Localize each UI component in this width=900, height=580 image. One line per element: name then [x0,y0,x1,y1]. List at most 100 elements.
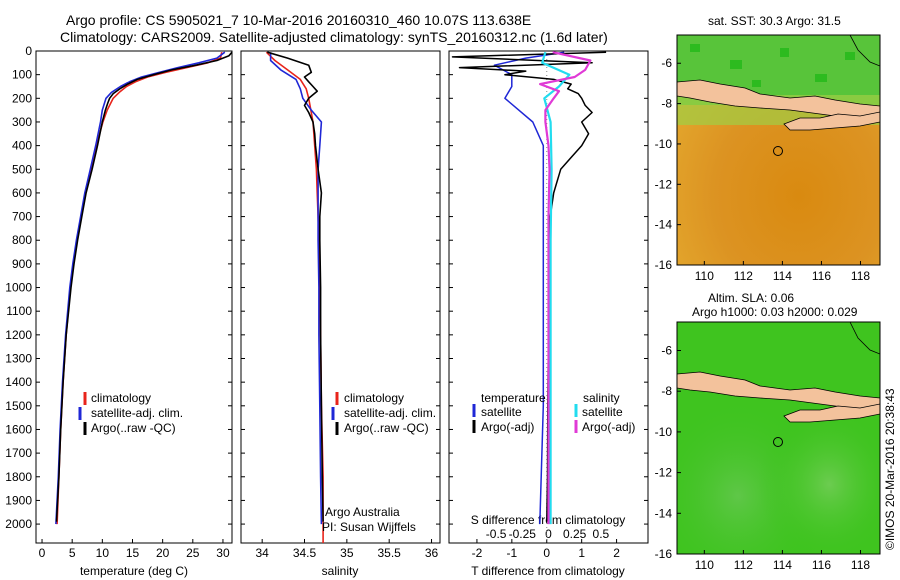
map-lat-label: -16 [655,547,673,561]
depth-tick-label: 200 [12,91,32,105]
x-tick-label: 0 [543,546,550,560]
series-salinity-argo-adj--line [538,51,592,525]
legend-satellite: satellite-adj. clim. [344,406,436,420]
difference-series [451,51,607,525]
x-tick-label: 0 [39,546,46,560]
legend-temp-argo: Argo(-adj) [481,420,534,434]
x-tick-label: 5 [69,546,76,560]
depth-tick-label: 0 [25,44,32,58]
salinity-legend: climatology satellite-adj. clim. Argo(..… [322,391,436,534]
x-tick-label: 10 [96,546,110,560]
difference-x-label: T difference from climatology [471,564,625,578]
depth-tick-label: 900 [12,257,32,271]
depth-tick-label: 1100 [6,304,32,318]
map-lon-label: 118 [851,269,870,283]
salinity-x-label: salinity [322,564,359,578]
legend-argo: Argo(..raw -QC) [91,421,176,435]
temperature-panel-frame [35,50,233,544]
s-tick-label: -0.25 [509,527,537,541]
depth-tick-label: 1300 [5,352,32,366]
map-lat-label: -6 [661,56,672,70]
legend-satellite: satellite-adj. clim. [91,406,183,420]
sla-map [677,322,880,554]
x-tick-label: 34.5 [293,546,317,560]
x-tick-label: 36 [425,546,439,560]
title-line-2: Climatology: CARS2009. Satellite-adjuste… [60,29,608,45]
temperature-legend: climatology satellite-adj. clim. Argo(..… [78,391,183,435]
map-lon-label: 118 [851,558,870,572]
x-tick-label: -1 [507,546,518,560]
map-lon-label: 110 [695,558,714,572]
map-lon-label: 112 [734,269,753,283]
depth-tick-label: 1800 [5,470,32,484]
legend-temperature-title: temperature [481,391,546,405]
series-temperature-satellite-line [493,51,565,525]
x-tick-label: 34 [255,546,269,560]
map-lat-label: -16 [655,258,673,272]
map-lat-label: -6 [661,343,672,357]
map-lat-label: -14 [655,506,673,520]
map-lon-label: 112 [734,558,753,572]
depth-tick-label: 300 [12,115,32,129]
temperature-x-axis: 0 5 10 15 20 25 30 [39,539,230,560]
islands-land-sla [783,403,880,423]
java-land-sst [677,79,880,121]
salinity-series [265,51,324,543]
map-lon-label: 116 [812,558,831,572]
series-satellite-adj-clim--line [269,52,323,525]
map-lat-label: -14 [655,218,673,232]
x-tick-label: -2 [472,546,483,560]
difference-x-axis: -2 -1 0 1 2 [472,539,620,560]
legend-climatology: climatology [91,391,151,405]
s-tick-label: -0.5 [486,527,507,541]
depth-tick-label: 1500 [5,399,32,413]
islands-land-sst [783,111,880,131]
sla-map-axes: 110 112 114 116 118 -6 -8 -10 -12 -14 -16 [655,343,871,572]
map-lon-label: 114 [773,269,792,283]
map-lat-label: -12 [655,466,673,480]
x-tick-label: 30 [216,546,230,560]
salinity-x-axis: 34 34.5 35 35.5 36 [255,539,439,560]
legend-temp-satellite: satellite [481,405,522,419]
s-tick-label: 0 [545,527,552,541]
x-tick-label: 2 [613,546,620,560]
sla-map-title-2: Argo h1000: 0.03 h2000: 0.029 [692,305,858,319]
salinity-panel-frame [240,50,441,544]
legend-argo: Argo(..raw -QC) [344,421,429,435]
pi-label: PI: Susan Wijffels [322,520,416,534]
difference-panel-frame [448,50,649,544]
map-lon-label: 110 [695,269,714,283]
s-tick-label: 0.5 [593,527,610,541]
depth-tick-label: 1600 [5,422,32,436]
depth-tick-label: 800 [12,233,32,247]
depth-tick-label: 1700 [5,446,32,460]
java-land-sla [677,371,880,411]
argo-location-sla [773,437,783,447]
x-tick-label: 15 [126,546,140,560]
map-lat-label: -8 [661,97,672,111]
depth-tick-label: 1900 [5,493,32,507]
x-tick-label: 25 [186,546,200,560]
depth-tick-label: 400 [12,139,32,153]
series-argo-raw-qc--line [55,51,233,522]
series-salinity-satellite-line [541,51,571,525]
salinity-diff-x-axis: -0.5 -0.25 0 0.25 0.5 [486,527,610,541]
map-lat-label: -8 [661,384,672,398]
sst-map-title: sat. SST: 30.3 Argo: 31.5 [708,14,841,28]
depth-tick-label: 500 [12,162,32,176]
x-tick-label: 35.5 [378,546,402,560]
series-temperature-argo-adj--line [451,51,607,522]
s-tick-label: 0.25 [563,527,587,541]
depth-tick-label: 1200 [5,328,32,342]
sst-map [677,35,880,265]
legend-sal-argo: Argo(-adj) [582,420,635,434]
legend-sal-satellite: satellite [582,405,623,419]
map-lat-label: -10 [655,425,673,439]
difference-legend: temperature salinity satellite Argo(-adj… [472,391,635,434]
sst-map-axes: 110 112 114 116 118 -6 -8 -10 -12 -14 -16 [655,56,871,283]
x-tick-label: 1 [578,546,585,560]
sla-map-title-1: Altim. SLA: 0.06 [708,291,794,305]
depth-tick-label: 700 [12,210,32,224]
depth-axis: 0 100 200 300 400 500 600 700 800 900 1000 1100 1200… [5,44,648,531]
